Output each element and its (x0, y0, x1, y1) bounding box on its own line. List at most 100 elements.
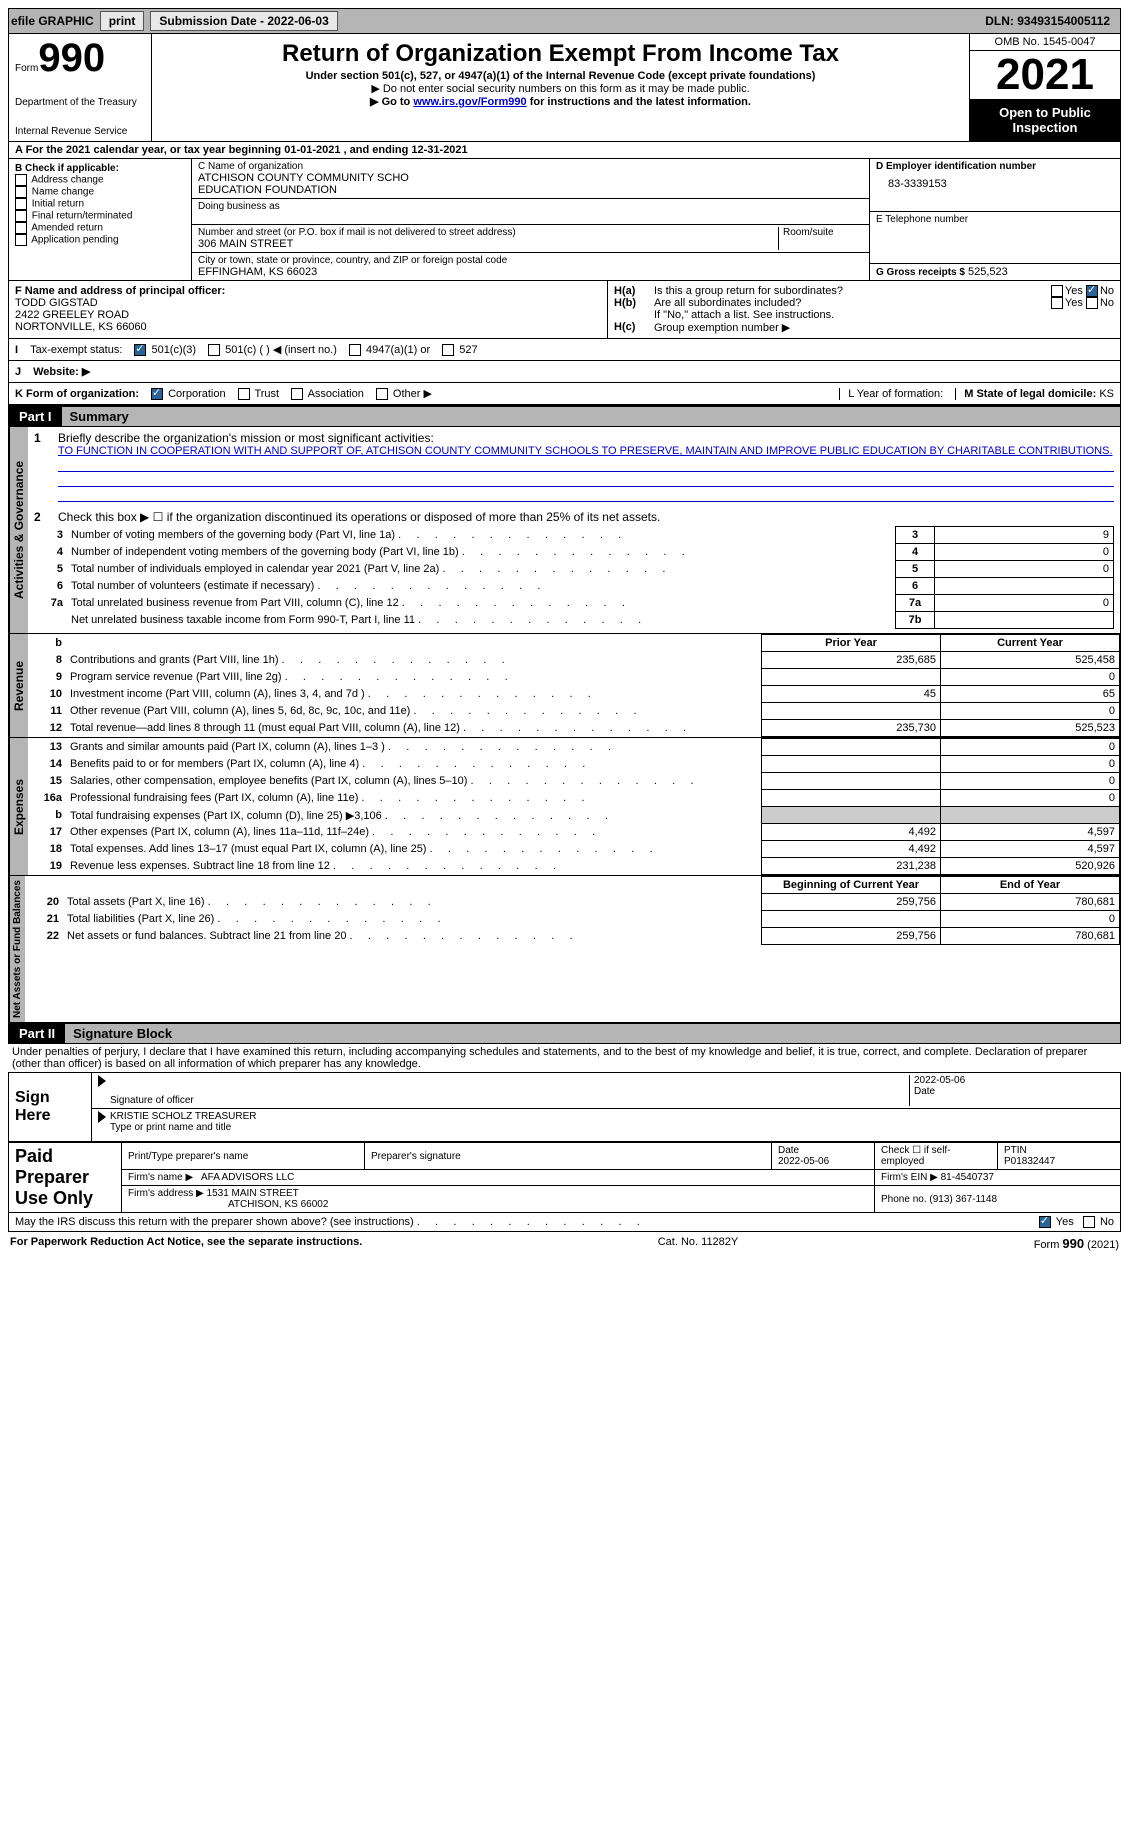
ptin-label: PTIN (1004, 1145, 1027, 1156)
hb-yes-checkbox[interactable] (1051, 297, 1063, 309)
opt-other: Other ▶ (393, 388, 432, 400)
paid-preparer-block: Paid Preparer Use Only Print/Type prepar… (8, 1142, 1121, 1213)
opt-trust: Trust (254, 388, 279, 400)
cb-lbl: Initial return (32, 199, 84, 210)
declaration-text: Under penalties of perjury, I declare th… (8, 1044, 1121, 1072)
paid-preparer-label: Paid Preparer Use Only (9, 1143, 122, 1213)
cb-final-return[interactable]: Final return/terminated (15, 210, 185, 222)
hc-label: Group exemption number ▶ (654, 321, 790, 334)
governance-table: 3 Number of voting members of the govern… (34, 526, 1114, 629)
sig-date-label: Date (914, 1086, 1114, 1097)
sig-officer-label: Signature of officer (110, 1095, 909, 1106)
irs-label: Internal Revenue Service (15, 126, 145, 137)
table-row: 10 Investment income (Part VIII, column … (28, 686, 1120, 703)
hb-no-checkbox[interactable] (1086, 297, 1098, 309)
prep-date: 2022-05-06 (778, 1156, 829, 1167)
paperwork-notice: For Paperwork Reduction Act Notice, see … (10, 1236, 362, 1251)
table-row: 16a Professional fundraising fees (Part … (28, 790, 1120, 807)
part2-num: Part II (9, 1024, 65, 1043)
cb-address-change[interactable]: Address change (15, 174, 185, 186)
no-lbl: No (1100, 297, 1114, 309)
efile-label: efile GRAPHIC (11, 14, 94, 28)
table-row: 17 Other expenses (Part IX, column (A), … (28, 824, 1120, 841)
form990-link[interactable]: www.irs.gov/Form990 (413, 96, 526, 108)
sig-date: 2022-05-06 (914, 1075, 1114, 1086)
addr-label: Number and street (or P.O. box if mail i… (198, 227, 778, 238)
website-label: Website: ▶ (33, 365, 90, 378)
hb-label: Are all subordinates included? (654, 297, 1051, 309)
part1-num: Part I (9, 407, 62, 426)
no-lbl: No (1100, 285, 1114, 297)
omb-number: OMB No. 1545-0047 (970, 34, 1120, 51)
no-lbl: No (1100, 1216, 1114, 1228)
part1-title: Summary (62, 407, 1120, 426)
vtab-revenue: Revenue (9, 634, 28, 737)
form-title: Return of Organization Exempt From Incom… (160, 40, 961, 68)
cb-trust[interactable] (238, 388, 250, 400)
signature-block: Sign Here Signature of officer 2022-05-0… (8, 1072, 1121, 1142)
cb-corporation[interactable] (151, 388, 163, 400)
officer-addr2: NORTONVILLE, KS 66060 (15, 321, 601, 333)
section-klm: K Form of organization: Corporation Trus… (8, 383, 1121, 406)
header-sub3: ▶ Go to www.irs.gov/Form990 for instruct… (160, 95, 961, 108)
section-fh: F Name and address of principal officer:… (8, 281, 1121, 339)
table-row: 12 Total revenue—add lines 8 through 11 … (28, 720, 1120, 737)
firm-name: AFA ADVISORS LLC (201, 1172, 294, 1183)
cb-initial-return[interactable]: Initial return (15, 198, 185, 210)
opt-4947: 4947(a)(1) or (366, 344, 430, 356)
receipts-label: G Gross receipts $ (876, 267, 965, 278)
discuss-no-checkbox[interactable] (1083, 1216, 1095, 1228)
sign-here-label: Sign Here (9, 1073, 92, 1141)
header-right: OMB No. 1545-0047 2021 Open to Public In… (969, 34, 1120, 141)
table-row: 8 Contributions and grants (Part VIII, l… (28, 652, 1120, 669)
org-name-2: EDUCATION FOUNDATION (198, 184, 863, 196)
expenses-section: Expenses 13 Grants and similar amounts p… (8, 738, 1121, 876)
cb-lbl: Amended return (31, 223, 103, 234)
cat-number: Cat. No. 11282Y (658, 1236, 739, 1251)
table-row: 14 Benefits paid to or for members (Part… (28, 756, 1120, 773)
opt-501c3: 501(c)(3) (151, 344, 196, 356)
cb-app-pending[interactable]: Application pending (15, 234, 185, 246)
ha-no-checkbox[interactable] (1086, 285, 1098, 297)
header-sub1: Under section 501(c), 527, or 4947(a)(1)… (160, 70, 961, 82)
firm-addr2: ATCHISON, KS 66002 (128, 1199, 328, 1210)
discuss-yes-checkbox[interactable] (1039, 1216, 1051, 1228)
revenue-table: b Prior Year Current Year 8 Contribution… (28, 634, 1120, 737)
phone-label: E Telephone number (876, 214, 1114, 225)
cb-association[interactable] (291, 388, 303, 400)
org-name-label: C Name of organization (198, 161, 863, 172)
ptin-value: P01832447 (1004, 1156, 1055, 1167)
header-center: Return of Organization Exempt From Incom… (152, 34, 969, 141)
cb-lbl: Name change (32, 187, 94, 198)
cb-lbl: Application pending (31, 235, 118, 246)
dept-label: Department of the Treasury (15, 97, 145, 108)
table-row: 18 Total expenses. Add lines 13–17 (must… (28, 841, 1120, 858)
self-employed-check[interactable]: Check ☐ if self-employed (875, 1143, 998, 1170)
cb-501c3[interactable] (134, 344, 146, 356)
table-row: b Total fundraising expenses (Part IX, c… (28, 807, 1120, 824)
cb-name-change[interactable]: Name change (15, 186, 185, 198)
open-to-public: Open to Public Inspection (970, 99, 1120, 141)
ha-yes-checkbox[interactable] (1051, 285, 1063, 297)
opt-assoc: Association (308, 388, 364, 400)
print-button[interactable]: print (100, 11, 145, 31)
cb-amended-return[interactable]: Amended return (15, 222, 185, 234)
cb-527[interactable] (442, 344, 454, 356)
form-number: 990 (38, 36, 105, 80)
prep-date-label: Date (778, 1145, 799, 1156)
table-row: 7a Total unrelated business revenue from… (34, 595, 1114, 612)
cb-4947[interactable] (349, 344, 361, 356)
vtab-netassets: Net Assets or Fund Balances (9, 876, 25, 1022)
street-address: 306 MAIN STREET (198, 238, 778, 250)
cb-501c[interactable] (208, 344, 220, 356)
part2-title: Signature Block (65, 1024, 1120, 1043)
cal-year-pre: A For the 2021 calendar year, or tax yea… (15, 144, 284, 156)
year-begin: 01-01-2021 (284, 144, 340, 156)
table-row: 3 Number of voting members of the govern… (34, 527, 1114, 544)
cb-other[interactable] (376, 388, 388, 400)
section-a: A For the 2021 calendar year, or tax yea… (8, 142, 1121, 159)
hb-note: If "No," attach a list. See instructions… (614, 309, 1114, 321)
table-row: 4 Number of independent voting members o… (34, 544, 1114, 561)
netassets-section: Net Assets or Fund Balances Beginning of… (8, 876, 1121, 1023)
ha-label: Is this a group return for subordinates? (654, 285, 1051, 297)
